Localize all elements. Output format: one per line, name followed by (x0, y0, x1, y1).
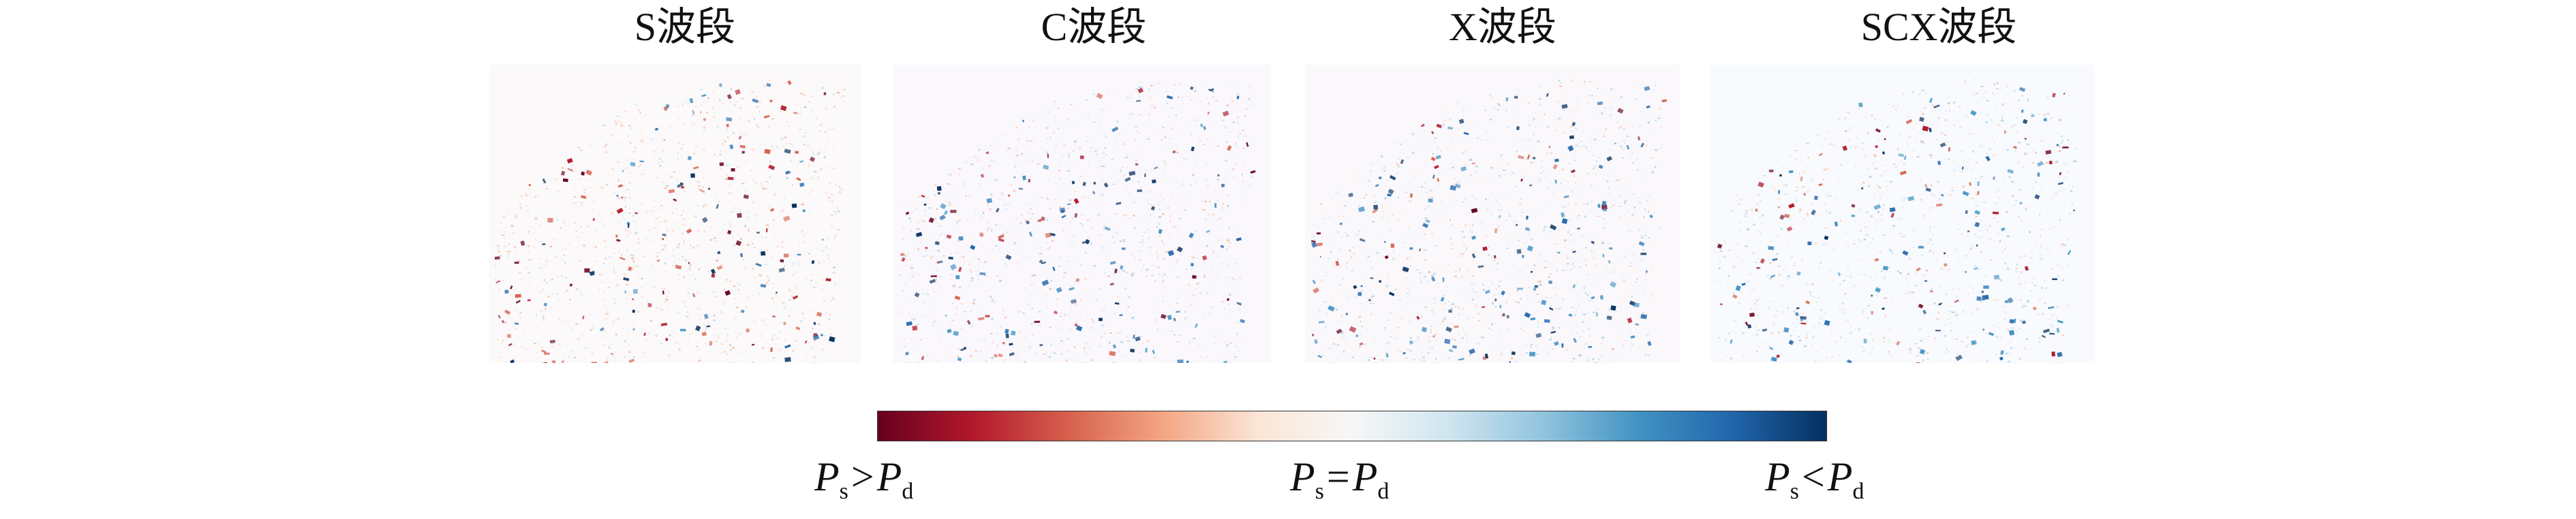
colorbar-label-right: Ps<Pd (1765, 450, 1864, 504)
colorbar (877, 411, 1827, 441)
map-image-c-band (893, 65, 1271, 363)
map-panel-scx-band (1711, 65, 2095, 363)
map-image-scx-band (1711, 65, 2095, 363)
panel-title-s-band: S波段 (583, 0, 787, 54)
map-panel-x-band (1305, 65, 1680, 363)
colorbar-label-center: Ps=Pd (1290, 450, 1389, 504)
panel-title-x-band: X波段 (1400, 0, 1605, 54)
map-image-x-band (1305, 65, 1680, 363)
panel-title-c-band: C波段 (992, 0, 1196, 54)
map-panel-c-band (893, 65, 1271, 363)
map-panel-s-band (489, 65, 861, 363)
colorbar-label-left: Ps>Pd (814, 450, 913, 504)
map-image-s-band (489, 65, 861, 363)
panel-title-scx-band: SCX波段 (1809, 0, 2068, 54)
